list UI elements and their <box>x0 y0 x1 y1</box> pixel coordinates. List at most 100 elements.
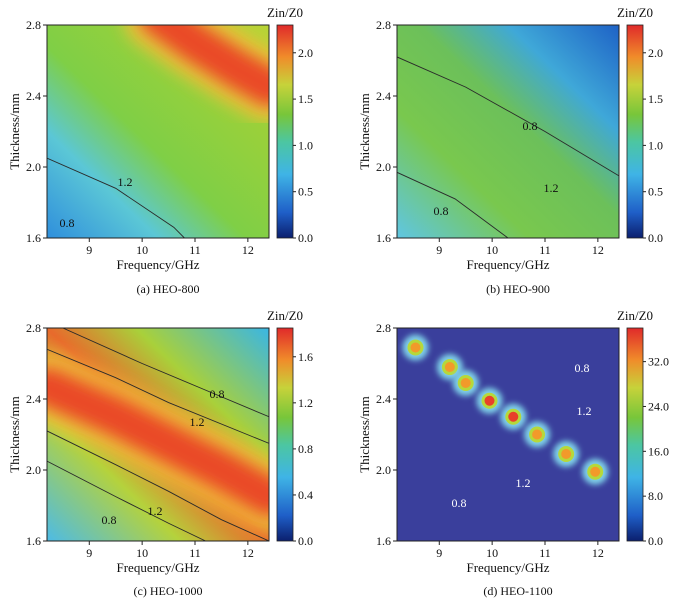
y-tick-label: 2.0 <box>26 160 41 174</box>
contour-label: 0.8 <box>434 204 449 218</box>
colorbar-tick-label: 1.5 <box>648 92 663 106</box>
colorbar-tick-label: 0.5 <box>298 185 313 199</box>
y-tick-label: 2.4 <box>376 89 391 103</box>
colorbar-tick-label: 1.6 <box>298 350 313 364</box>
x-tick-label: 10 <box>136 546 148 560</box>
colorbar-tick-label: 24.0 <box>648 399 669 413</box>
heatmap-background <box>397 328 619 541</box>
colorbar-tick-label: 16.0 <box>648 444 669 458</box>
plot-frame <box>396 24 620 239</box>
colorbar-tick-label: 1.5 <box>298 92 313 106</box>
y-tick-label: 1.6 <box>26 534 41 548</box>
contour-label: 0.8 <box>452 496 467 510</box>
hotspot-core-6 <box>532 429 543 440</box>
y-tick-label: 1.6 <box>376 534 391 548</box>
x-axis-label: Frequency/GHz <box>116 560 199 575</box>
y-tick-label: 2.8 <box>376 321 391 335</box>
x-axis-label: Frequency/GHz <box>466 257 549 272</box>
hotspot-core-3 <box>460 378 471 389</box>
hotspot-core-5 <box>508 411 519 422</box>
colorbar <box>276 327 294 542</box>
colorbar-title: Zin/Z0 <box>617 5 653 20</box>
contour-line-2 <box>397 171 509 238</box>
colorbar-tick-label: 32.0 <box>648 355 669 369</box>
y-tick-label: 2.0 <box>376 463 391 477</box>
panel-caption: (b) HEO-900 <box>486 282 550 296</box>
colorbar-tick-label: 1.2 <box>298 396 313 410</box>
heat-band-peak <box>141 25 269 107</box>
colorbar-tick-label: 2.0 <box>298 46 313 60</box>
x-tick-label: 10 <box>486 243 498 257</box>
contour-line-3 <box>47 430 269 541</box>
chart-panel-4: 0.8 1.2 1.2 0.8 9 10 11 12 1.6 2.0 2.4 2.8 Frequency… <box>357 308 669 598</box>
x-tick-label: 11 <box>189 243 201 257</box>
contour-label: 1.2 <box>544 181 559 195</box>
x-tick-label: 12 <box>592 546 604 560</box>
x-tick-label: 10 <box>486 546 498 560</box>
chart-panel-1: 1.2 0.8 9 10 11 12 1.6 2.0 2.4 2.8 Frequency/GHz Th… <box>7 5 313 296</box>
chart-panel-3: 0.8 1.2 1.2 0.8 9 10 11 12 1.6 2.0 2.4 2.8 Frequency… <box>7 308 313 598</box>
colorbar-tick-label: 0.4 <box>298 488 313 502</box>
colorbar-tick-label: 0.0 <box>298 231 313 245</box>
contour-line-1 <box>62 328 269 418</box>
y-tick-label: 2.8 <box>26 18 41 32</box>
panel-caption: (d) HEO-1100 <box>483 584 552 598</box>
colorbar-tick-label: 1.0 <box>648 138 663 152</box>
y-axis-label: Thickness/mm <box>357 93 372 170</box>
x-tick-label: 12 <box>592 243 604 257</box>
plot-frame <box>396 327 620 542</box>
y-axis-label: Thickness/mm <box>357 396 372 473</box>
x-tick-label: 9 <box>86 243 92 257</box>
y-tick-label: 1.6 <box>376 231 391 245</box>
colorbar-title: Zin/Z0 <box>267 308 303 323</box>
x-tick-label: 10 <box>136 243 148 257</box>
colorbar <box>626 327 644 542</box>
y-tick-label: 2.8 <box>376 18 391 32</box>
colorbar-tick-label: 1.0 <box>298 138 313 152</box>
y-axis-label: Thickness/mm <box>7 396 22 473</box>
chart-panel-2: 0.8 1.2 0.8 9 10 11 12 1.6 2.0 2.4 2.8 Frequency/GH… <box>357 5 663 296</box>
x-tick-label: 9 <box>436 243 442 257</box>
colorbar <box>276 24 294 239</box>
y-tick-label: 2.0 <box>376 160 391 174</box>
contour-label: 1.2 <box>190 415 205 429</box>
y-tick-label: 2.4 <box>376 392 391 406</box>
x-tick-label: 11 <box>539 546 551 560</box>
x-tick-label: 11 <box>539 243 551 257</box>
hotspot-core-8 <box>590 466 601 477</box>
x-tick-label: 12 <box>242 243 254 257</box>
y-tick-label: 2.4 <box>26 392 41 406</box>
y-tick-label: 1.6 <box>26 231 41 245</box>
plot-frame <box>46 24 270 239</box>
colorbar-title: Zin/Z0 <box>617 308 653 323</box>
colorbar-tick-label: 0.5 <box>648 185 663 199</box>
contour-label: 0.8 <box>523 119 538 133</box>
colorbar-tick-label: 0.0 <box>298 534 313 548</box>
contour-label: 0.8 <box>102 513 117 527</box>
x-axis-label: Frequency/GHz <box>466 560 549 575</box>
contour-label: 0.8 <box>60 216 75 230</box>
x-tick-label: 9 <box>86 546 92 560</box>
contour-line-2 <box>47 348 269 444</box>
hotspot-core-7 <box>561 449 572 460</box>
colorbar-tick-label: 2.0 <box>648 46 663 60</box>
contour-label: 1.2 <box>148 504 163 518</box>
panel-caption: (c) HEO-1000 <box>134 584 203 598</box>
x-axis-label: Frequency/GHz <box>116 257 199 272</box>
contour-label: 0.8 <box>210 387 225 401</box>
hotspot-core-2 <box>444 362 455 373</box>
contour-line-1 <box>47 157 185 238</box>
contour-line-4 <box>47 460 206 541</box>
x-tick-label: 11 <box>189 546 201 560</box>
contour-label: 1.2 <box>118 175 133 189</box>
y-tick-label: 2.8 <box>26 321 41 335</box>
y-axis-label: Thickness/mm <box>7 93 22 170</box>
hotspot-core-1 <box>410 342 421 353</box>
colorbar-tick-label: 8.0 <box>648 489 663 503</box>
colorbar-title: Zin/Z0 <box>267 5 303 20</box>
x-tick-label: 9 <box>436 546 442 560</box>
y-tick-label: 2.4 <box>26 89 41 103</box>
contour-label: 1.2 <box>577 404 592 418</box>
panel-caption: (a) HEO-800 <box>137 282 200 296</box>
